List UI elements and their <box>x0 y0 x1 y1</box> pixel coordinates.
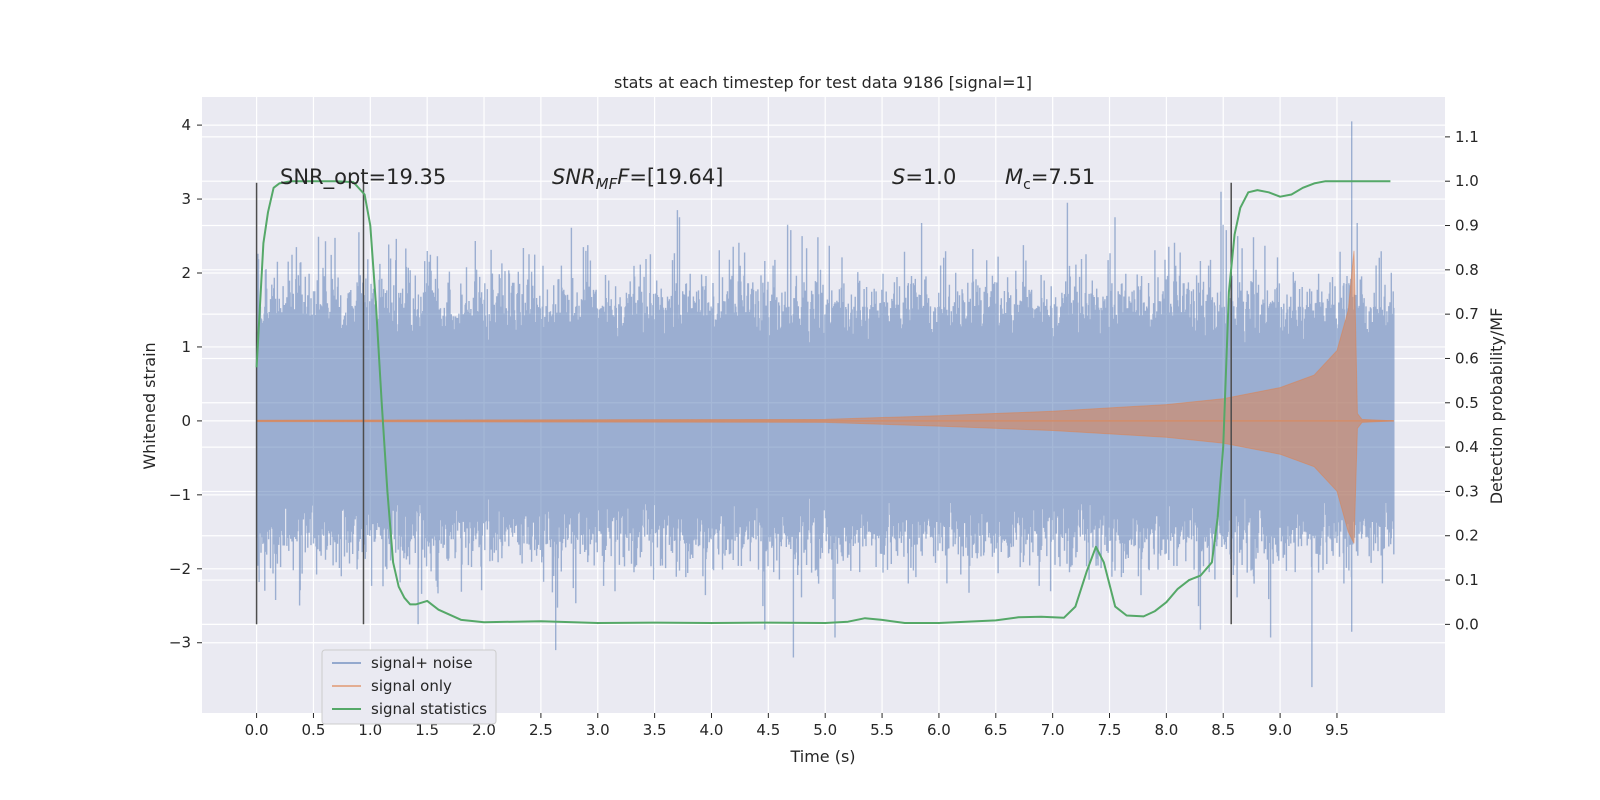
x-tick-label: 2.0 <box>472 721 496 739</box>
y-right-tick-label: 0.3 <box>1455 482 1479 500</box>
annotation-snr-mf: SNRMFF=[19.64] <box>552 165 723 193</box>
legend: signal+ noise signal only signal statist… <box>321 649 497 725</box>
annotation-s: S=1.0 <box>892 165 956 189</box>
x-tick-label: 7.0 <box>1041 721 1065 739</box>
y-axis-right-ticks: 1.1 1.0 0.9 0.8 0.7 0.6 0.5 0.4 0.3 0.2 0.1 0.0 <box>1445 128 1479 633</box>
y-tick-label: 2 <box>181 264 191 282</box>
legend-box <box>321 649 497 725</box>
y-axis-label: Whitened strain <box>140 342 159 469</box>
x-tick-label: 6.5 <box>984 721 1008 739</box>
y-right-tick-label: 0.1 <box>1455 571 1479 589</box>
legend-label-signal-only: signal only <box>371 677 452 695</box>
legend-label-signal-statistics: signal statistics <box>371 700 487 718</box>
y-axis-right-label: Detection probability/MF <box>1487 308 1506 505</box>
y-right-tick-label: 0.6 <box>1455 349 1479 367</box>
x-tick-label: 0.0 <box>245 721 269 739</box>
x-tick-label: 8.0 <box>1154 721 1178 739</box>
signal-statistics-line <box>255 180 1391 624</box>
x-axis-ticks: 0.0 0.5 1.0 1.5 2.0 2.5 3.0 3.5 4.0 4.5 5.0 5.5 6.0 6… <box>245 713 1349 739</box>
x-tick-label: 3.5 <box>643 721 667 739</box>
x-tick-label: 5.0 <box>813 721 837 739</box>
x-tick-label: 9.5 <box>1325 721 1349 739</box>
y-right-tick-label: 1.0 <box>1455 172 1479 190</box>
x-tick-label: 9.0 <box>1268 721 1292 739</box>
y-tick-label: −1 <box>169 486 191 504</box>
x-tick-label: 0.5 <box>302 721 326 739</box>
x-tick-label: 7.5 <box>1098 721 1122 739</box>
x-tick-label: 3.0 <box>586 721 610 739</box>
annotation-mc: Mc=7.51 <box>1005 165 1095 193</box>
y-tick-label: 1 <box>181 338 191 356</box>
y-tick-label: 0 <box>181 412 191 430</box>
y-right-tick-label: 0.0 <box>1455 615 1479 633</box>
x-tick-label: 1.5 <box>415 721 439 739</box>
series-signal-only <box>256 250 1394 544</box>
y-right-tick-label: 0.7 <box>1455 305 1479 323</box>
legend-label-signal-noise: signal+ noise <box>371 654 473 672</box>
chart-title: stats at each timestep for test data 918… <box>614 73 1032 92</box>
x-tick-label: 4.0 <box>700 721 724 739</box>
x-tick-label: 1.0 <box>358 721 382 739</box>
x-tick-label: 2.5 <box>529 721 553 739</box>
x-tick-label: 4.5 <box>756 721 780 739</box>
annotation-snr-opt: SNR_opt=19.35 <box>280 165 446 190</box>
y-right-tick-label: 0.5 <box>1455 394 1479 412</box>
vertical-markers <box>255 182 1232 625</box>
y-tick-label: 4 <box>181 116 191 134</box>
y-tick-label: −3 <box>169 634 191 652</box>
y-right-tick-label: 0.4 <box>1455 438 1479 456</box>
y-right-tick-label: 0.2 <box>1455 527 1479 545</box>
x-tick-label: 8.5 <box>1211 721 1235 739</box>
y-axis-ticks: 4 3 2 1 0 −1 −2 −3 <box>169 116 202 652</box>
y-right-tick-label: 1.1 <box>1455 128 1479 146</box>
y-tick-label: 3 <box>181 190 191 208</box>
x-axis-label: Time (s) <box>789 747 855 766</box>
x-tick-label: 6.0 <box>927 721 951 739</box>
y-tick-label: −2 <box>169 560 191 578</box>
x-tick-label: 5.5 <box>870 721 894 739</box>
series-signal-statistics <box>255 180 1391 624</box>
y-right-tick-label: 0.8 <box>1455 261 1479 279</box>
signal-only-envelope <box>256 250 1394 544</box>
y-right-tick-label: 0.9 <box>1455 217 1479 235</box>
